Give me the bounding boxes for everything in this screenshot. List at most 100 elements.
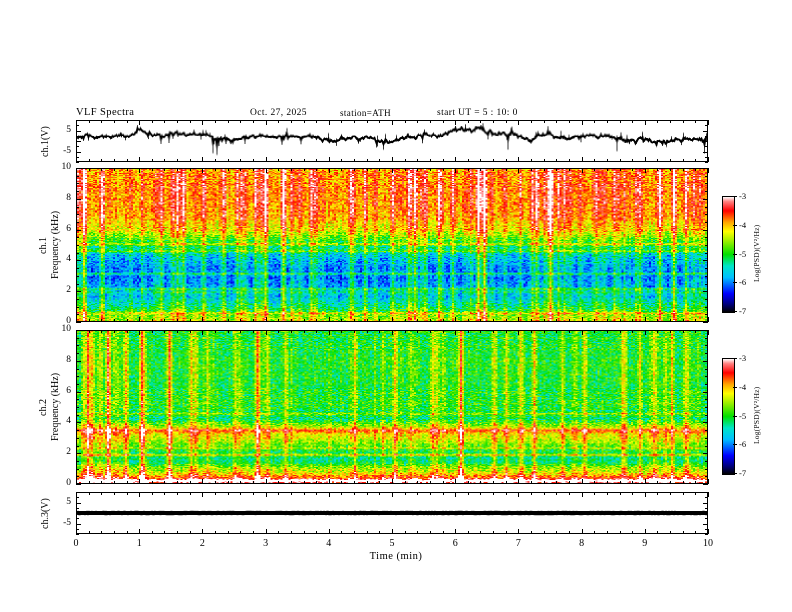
x-tick-top-ch1v <box>518 120 519 125</box>
x-tick-ch1v <box>304 159 305 162</box>
x-tick-top-ch1v <box>392 120 393 125</box>
y-tick-right-ch2s <box>705 461 708 462</box>
x-tick-ch3v <box>367 531 368 534</box>
x-tick-ch2s <box>341 481 342 484</box>
x-tick-top-ch2s <box>518 330 519 335</box>
x-tick-ch2s <box>582 479 583 484</box>
colorbar-tick-label: -4 <box>739 382 747 392</box>
y-tick-ch3v <box>76 497 79 498</box>
x-tick-top-ch1v <box>607 120 608 123</box>
x-tick-top-ch2s <box>215 330 216 333</box>
x-tick-ch1v <box>544 159 545 162</box>
x-tick-top-ch2s <box>683 330 684 333</box>
colorbar-title: Log(PSD)(V²/Hz) <box>752 224 761 282</box>
y-tick-ch2s <box>76 353 79 354</box>
y-tick-ch1s <box>76 276 79 277</box>
y-tick-ch1s <box>76 214 79 215</box>
y-tick-right-ch2s <box>705 338 708 339</box>
x-tick-top-ch3v <box>443 492 444 495</box>
y-tick-label-ch1s: 6 <box>66 223 71 234</box>
y-tick-ch2s <box>76 461 79 462</box>
x-tick-ch3v <box>417 531 418 534</box>
x-tick-ch1v <box>670 159 671 162</box>
x-tick-top-ch3v <box>594 492 595 495</box>
x-tick-ch1s <box>518 317 519 322</box>
colorbar-gradient <box>723 359 734 474</box>
x-tick-ch1s <box>455 317 456 322</box>
x-tick-ch2s <box>657 481 658 484</box>
y-tick-ch2s <box>76 376 79 377</box>
x-tick-ch2s <box>468 481 469 484</box>
y-tick-right-ch3v <box>703 503 708 504</box>
x-tick-ch2s <box>240 481 241 484</box>
y-tick-right-ch1s <box>703 168 708 169</box>
y-tick-ch2s <box>76 476 79 477</box>
x-tick-top-ch1s <box>379 168 380 171</box>
y-tick-label-ch2s: 10 <box>61 324 72 334</box>
x-tick-ch1s <box>468 319 469 322</box>
colorbar-tick-label: -5 <box>739 249 747 259</box>
x-tick-ch3v <box>329 529 330 534</box>
x-tick-ch2s <box>114 481 115 484</box>
y-tick-right-ch2s <box>705 369 708 370</box>
x-tick-ch3v <box>468 531 469 534</box>
x-tick-ch3v <box>76 529 77 534</box>
y-tick-ch1s <box>76 176 79 177</box>
y-tick-right-ch3v <box>705 529 708 530</box>
x-tick-top-ch3v <box>304 492 305 495</box>
x-tick-top-ch1s <box>190 168 191 171</box>
x-tick-ch3v <box>304 531 305 534</box>
x-tick-ch2s <box>518 479 519 484</box>
x-tick-ch1s <box>240 319 241 322</box>
x-tick-ch1v <box>202 157 203 162</box>
x-tick-top-ch2s <box>392 330 393 335</box>
x-tick-top-ch1s <box>76 168 77 173</box>
y-tick-right-ch1s <box>705 176 708 177</box>
x-tick-ch1v <box>683 159 684 162</box>
y-tick-ch3v <box>76 534 79 535</box>
x-tick-top-ch1s <box>683 168 684 171</box>
y-tick-ch2s <box>76 330 81 331</box>
x-tick-top-ch3v <box>468 492 469 495</box>
x-tick-top-ch3v <box>76 492 77 497</box>
x-tick-label: 1 <box>136 538 142 549</box>
x-tick-ch1s <box>177 319 178 322</box>
colorbar-title: Log(PSD)(V²/Hz) <box>752 386 761 444</box>
y-tick-ch1s <box>76 260 81 261</box>
x-tick-top-ch2s <box>443 330 444 333</box>
x-tick-ch1s <box>304 319 305 322</box>
x-tick-ch3v <box>190 531 191 534</box>
x-tick-ch3v <box>645 529 646 534</box>
x-tick-top-ch1s <box>114 168 115 171</box>
x-tick-top-ch2s <box>89 330 90 333</box>
x-tick-top-ch3v <box>683 492 684 495</box>
y-tick-ch2s <box>76 446 79 447</box>
y-tick-ch2s <box>76 392 81 393</box>
y-tick-right-ch1s <box>705 222 708 223</box>
x-tick-top-ch1v <box>291 120 292 123</box>
panel-ch1-spectrogram <box>76 168 708 322</box>
x-tick-ch1s <box>202 317 203 322</box>
x-tick-top-ch1v <box>430 120 431 123</box>
x-tick-ch2s <box>354 481 355 484</box>
y-axis-title-ch2-frequency: Frequency (kHz) <box>50 372 61 441</box>
x-tick-ch3v <box>228 531 229 534</box>
x-tick-ch2s <box>607 481 608 484</box>
x-tick-top-ch2s <box>266 330 267 335</box>
x-tick-label: 7 <box>515 538 521 549</box>
y-tick-ch2s <box>76 407 79 408</box>
x-tick-top-ch1v <box>139 120 140 125</box>
y-tick-right-ch2s <box>705 407 708 408</box>
x-tick-ch3v <box>139 529 140 534</box>
x-tick-top-ch1s <box>695 168 696 171</box>
x-tick-top-ch3v <box>89 492 90 495</box>
x-tick-ch3v <box>202 529 203 534</box>
x-tick-label: 0 <box>73 538 79 549</box>
x-tick-ch1s <box>114 319 115 322</box>
x-tick-ch1s <box>506 319 507 322</box>
x-tick-ch2s <box>455 479 456 484</box>
x-tick-ch1v <box>417 159 418 162</box>
x-tick-ch1s <box>127 319 128 322</box>
x-tick-ch3v <box>620 531 621 534</box>
x-tick-top-ch1s <box>291 168 292 171</box>
